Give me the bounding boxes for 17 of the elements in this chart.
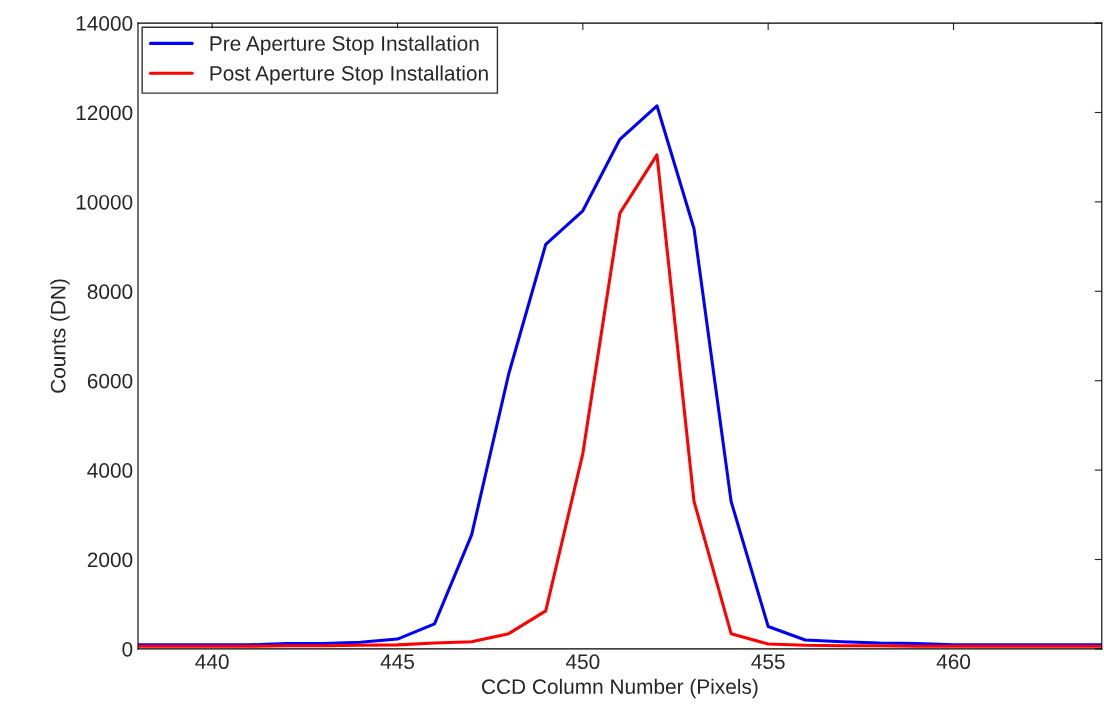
y-tick-label: 6000 [87,373,133,389]
x-tick-label: 440 [195,654,229,670]
y-tick-label: 12000 [76,105,133,121]
legend-label: Post Aperture Stop Installation [210,65,488,85]
x-tick-label: 460 [936,654,971,670]
y-tick-label: 4000 [87,463,133,478]
y-tick-label: 10000 [76,194,133,210]
y-tick-label: 0 [122,641,133,657]
y-tick-label: 8000 [87,284,133,300]
x-tick-label: 455 [751,654,785,670]
legend-label: Pre Aperture Stop Installation [210,35,479,55]
y-tick-label: 2000 [87,552,133,568]
y-axis-title: Counts (DN) [50,279,70,393]
x-tick-label: 450 [565,654,600,670]
x-axis-title: CCD Column Number (Pixels) [482,678,758,699]
y-tick-label: 14000 [76,16,133,31]
x-tick-label: 445 [380,654,414,670]
